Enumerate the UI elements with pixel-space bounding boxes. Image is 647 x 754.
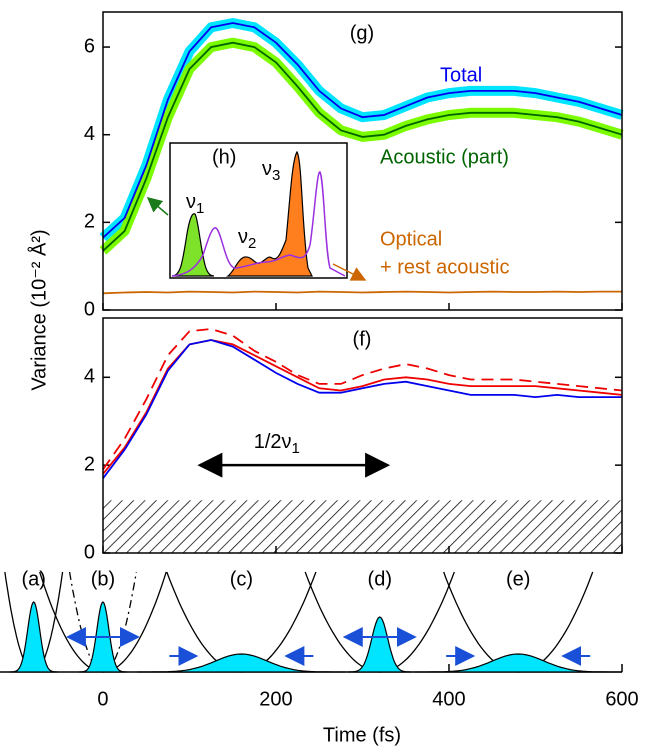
plot-frame	[102, 11, 623, 311]
y-tick-label: 4	[84, 366, 95, 388]
series-line	[102, 328, 623, 471]
wavepacket	[9, 601, 58, 673]
snapshot: (b)	[39, 568, 167, 673]
x-tick-label: 400	[432, 688, 465, 710]
wavepacket	[137, 653, 346, 673]
plot-frame	[102, 317, 623, 554]
text-part: 2	[248, 235, 256, 252]
series-label: + rest acoustic	[380, 256, 510, 278]
inset-peak	[171, 213, 215, 277]
series-label: Acoustic (part)	[380, 146, 509, 168]
panel-label: (f)	[353, 328, 372, 350]
snapshot: (a)	[4, 568, 64, 673]
snapshot-label: (d)	[368, 568, 392, 590]
text-part: 3	[272, 167, 280, 184]
x-tick-label: 600	[605, 688, 638, 710]
text-part: ν	[238, 226, 248, 248]
series-label: Total	[440, 64, 482, 86]
arrow-label: 1/2ν1	[254, 431, 300, 457]
snapshot: (c)	[137, 568, 346, 673]
series-line	[102, 41, 623, 252]
inset-label: (h)	[212, 146, 236, 168]
inset-spectrum	[171, 171, 346, 277]
text-part: ν	[262, 158, 272, 180]
x-tick-label: 0	[97, 688, 108, 710]
y-tick-label: 2	[84, 211, 95, 233]
y-tick-label: 0	[84, 541, 95, 563]
snapshot-label: (c)	[230, 568, 253, 590]
text-part: 1/2ν	[254, 431, 292, 453]
pointer-arrow	[332, 263, 367, 281]
snapshot: (e)	[414, 568, 623, 673]
text-part: ν	[186, 191, 196, 213]
y-tick-label: 6	[84, 35, 95, 57]
series-line	[102, 339, 623, 475]
series-label: Optical	[380, 228, 442, 250]
pointer-arrow	[146, 197, 169, 216]
series-line	[102, 22, 623, 239]
axis-title: Variance (10⁻² Å²)	[27, 229, 50, 390]
peak-label: ν3	[262, 158, 280, 184]
series-line	[102, 339, 622, 479]
text-part: 1	[196, 200, 204, 217]
panel-label: (g)	[350, 22, 374, 44]
snapshot: (d)	[304, 568, 455, 673]
inset-peak	[226, 150, 313, 277]
y-tick-label: 0	[84, 298, 95, 320]
text-part: 1	[292, 440, 300, 457]
snapshot-label: (e)	[506, 568, 530, 590]
axis-title: Time (fs)	[323, 724, 401, 746]
hatched-region	[103, 500, 622, 553]
peak-label: ν2	[238, 226, 256, 252]
x-tick-label: 200	[259, 688, 292, 710]
series-line	[102, 290, 622, 295]
y-tick-label: 4	[84, 123, 95, 145]
wavepacket	[414, 653, 623, 673]
inset: (h)	[169, 142, 348, 279]
peak-label: ν1	[186, 191, 204, 217]
y-tick-label: 2	[84, 453, 95, 475]
snapshot-label: (b)	[91, 568, 115, 590]
